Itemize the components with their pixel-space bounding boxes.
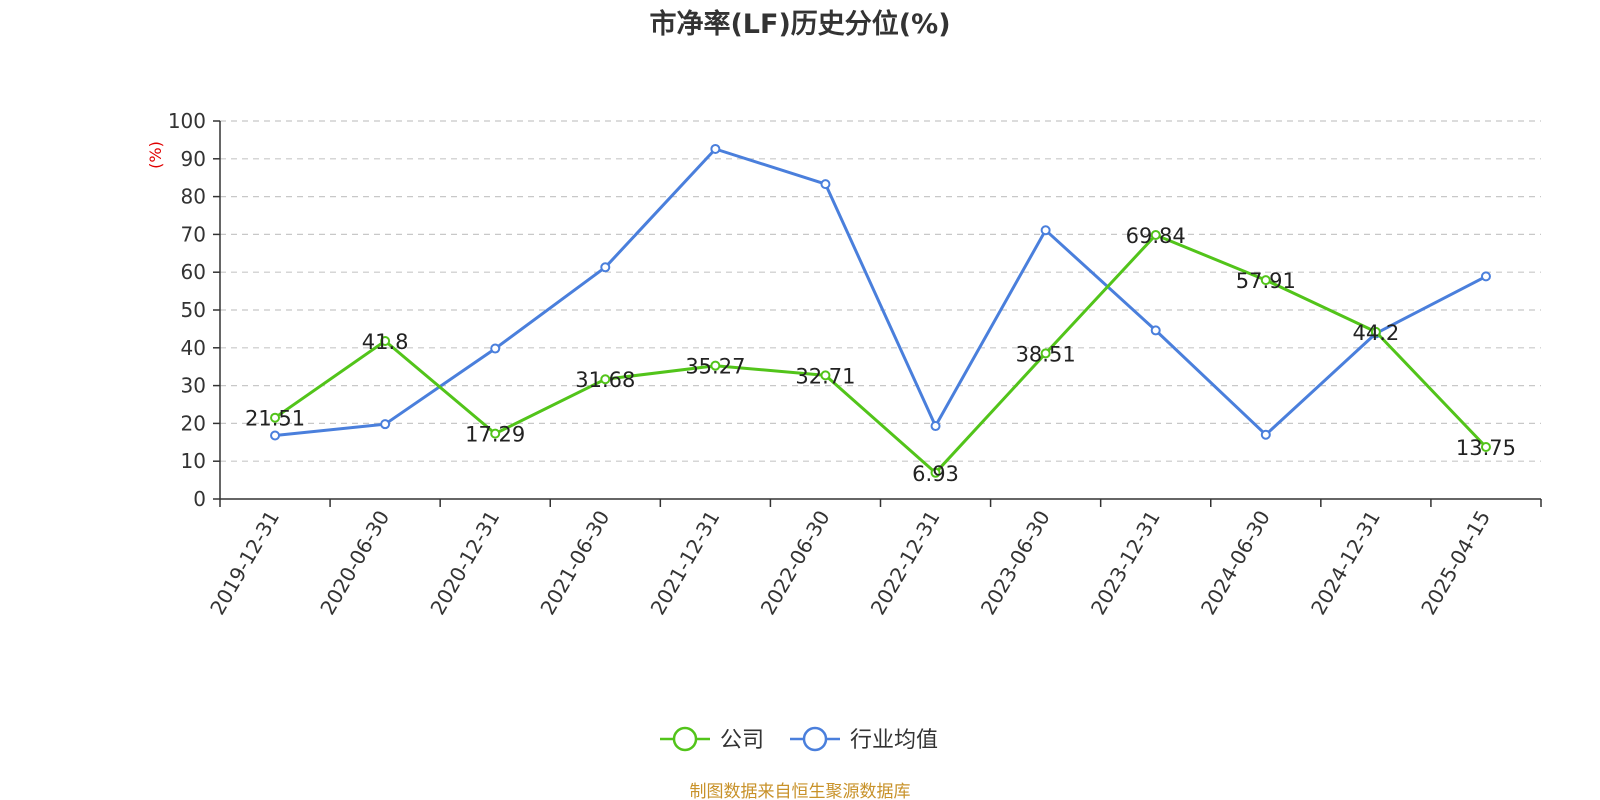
x-tick-label: 2020-12-31	[425, 506, 504, 619]
data-point[interactable]	[930, 467, 941, 478]
data-point[interactable]	[490, 343, 501, 354]
y-tick-label: 50	[181, 298, 206, 322]
legend-item-company[interactable]: 公司	[660, 726, 764, 753]
data-label: 35.27	[685, 355, 745, 379]
data-point[interactable]	[710, 143, 721, 154]
x-tick-label: 2020-06-30	[315, 506, 394, 619]
data-point[interactable]	[820, 179, 831, 190]
legend-marker-icon	[672, 726, 698, 752]
data-label: 17.29	[465, 423, 525, 447]
legend-item-industry-average[interactable]: 行业均值	[790, 726, 938, 753]
data-point[interactable]	[1150, 230, 1161, 241]
data-point[interactable]	[270, 430, 281, 441]
x-tick-label: 2023-12-31	[1086, 506, 1165, 619]
legend-label: 公司	[720, 728, 764, 753]
data-point[interactable]	[600, 262, 611, 273]
series-line	[274, 147, 1487, 437]
data-label: 6.93	[912, 462, 959, 486]
data-label: 69.84	[1126, 224, 1186, 248]
x-tick-label: 2021-06-30	[535, 506, 614, 619]
x-tick-label: 2023-06-30	[976, 506, 1055, 619]
source-note: 制图数据来自恒生聚源数据库	[690, 782, 911, 800]
y-tick-label: 40	[181, 336, 206, 360]
series-layer	[270, 143, 1491, 478]
data-point[interactable]	[1370, 326, 1381, 337]
chart-title: 市净率(LF)历史分位(%)	[649, 8, 950, 40]
data-point[interactable]	[380, 419, 391, 430]
data-point[interactable]	[1040, 225, 1051, 236]
data-point[interactable]	[1480, 442, 1491, 453]
x-tick-label: 2022-06-30	[756, 506, 835, 619]
y-tick-label: 30	[181, 374, 206, 398]
data-point[interactable]	[600, 374, 611, 385]
data-point[interactable]	[710, 360, 721, 371]
data-label: 57.91	[1236, 269, 1296, 293]
data-point[interactable]	[380, 335, 391, 346]
y-tick-label: 100	[168, 109, 206, 133]
data-point[interactable]	[1150, 325, 1161, 336]
legend[interactable]: 公司 行业均值	[660, 726, 938, 753]
data-label: 38.51	[1016, 342, 1076, 366]
legend-label: 行业均值	[850, 728, 938, 753]
x-tick-label: 2024-06-30	[1196, 506, 1275, 619]
y-tick-label: 0	[193, 487, 206, 511]
y-tick-label: 80	[181, 185, 206, 209]
data-point[interactable]	[1480, 271, 1491, 282]
series-line	[274, 233, 1488, 475]
series-industry-average	[270, 143, 1491, 441]
data-point[interactable]	[1260, 275, 1271, 286]
data-label: 44.2	[1352, 321, 1399, 345]
y-tick-label: 90	[181, 147, 206, 171]
data-point[interactable]	[490, 428, 501, 439]
y-tick-label: 70	[181, 222, 206, 246]
x-tick-label: 2019-12-31	[205, 506, 284, 619]
y-axis-unit-label: (%)	[146, 141, 165, 169]
data-labels: 21.51 41.8 17.29 31.68 35.27 32.71 6.93 38.51 69…	[245, 224, 1516, 486]
data-label: 32.71	[795, 364, 855, 388]
data-label: 31.68	[575, 368, 635, 392]
y-tick-label: 60	[181, 260, 206, 284]
legend-marker-icon	[802, 726, 828, 752]
x-tick-label: 2025-04-15	[1416, 506, 1495, 619]
x-tick-label: 2021-12-31	[646, 506, 725, 619]
data-point[interactable]	[820, 370, 831, 381]
y-tick-label: 20	[181, 411, 206, 435]
data-point[interactable]	[270, 412, 281, 423]
data-label: 41.8	[362, 330, 409, 354]
data-label: 21.51	[245, 407, 305, 431]
data-point[interactable]	[1260, 429, 1271, 440]
x-tick-label: 2024-12-31	[1306, 506, 1385, 619]
grid-lines	[220, 120, 1541, 462]
data-point[interactable]	[930, 421, 941, 432]
x-tick-label: 2022-12-31	[866, 506, 945, 619]
data-label: 13.75	[1456, 436, 1516, 460]
data-point[interactable]	[1040, 348, 1051, 359]
series-company	[270, 230, 1491, 478]
y-tick-label: 10	[181, 449, 206, 473]
